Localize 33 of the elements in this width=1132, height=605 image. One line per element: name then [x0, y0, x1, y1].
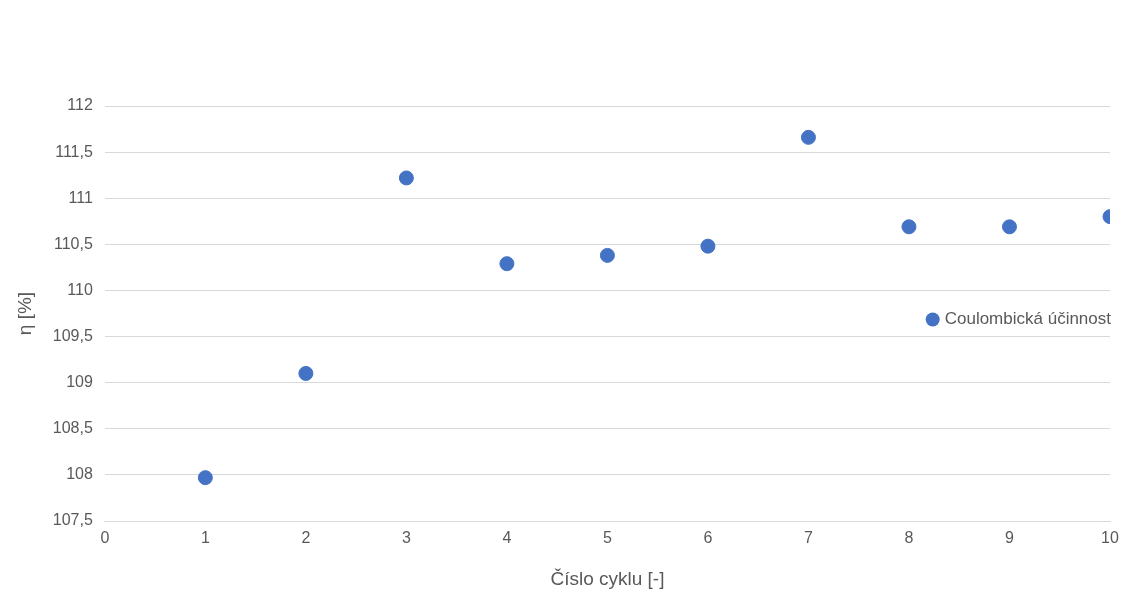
y-tick-label: 109 [66, 373, 93, 391]
point [700, 238, 716, 254]
x-tick-label: 3 [401, 529, 411, 547]
point [599, 247, 615, 263]
x-axis-title: Číslo cyklu [-] [550, 567, 665, 589]
point [901, 219, 917, 235]
x-tick-label: 9 [1005, 529, 1015, 547]
point [398, 170, 414, 186]
y-axis-title: η [%] [13, 291, 35, 336]
x-tick-label: 4 [502, 529, 512, 547]
point [197, 470, 213, 486]
point [800, 129, 816, 145]
point [298, 365, 314, 381]
y-tick-label: 112 [67, 96, 93, 114]
x-tick-label: 2 [301, 529, 311, 547]
point [499, 256, 515, 272]
y-tick-label: 111 [68, 188, 93, 206]
x-tick-label: 7 [804, 529, 813, 547]
x-tick-label: 0 [100, 529, 110, 547]
point [1001, 219, 1017, 235]
x-tick-label: 1 [200, 529, 210, 547]
x-tick-label: 6 [703, 529, 713, 547]
y-tick-label: 107,5 [52, 511, 93, 529]
y-tick-label: 108,5 [52, 419, 93, 437]
x-tick-label: 10 [1101, 529, 1119, 547]
y-tick-label: 108 [66, 465, 93, 483]
legend-label: Coulombická účinnost [944, 309, 1112, 329]
x-tick-label: 5 [602, 529, 612, 547]
x-tick-label: 8 [904, 529, 914, 547]
y-tick-label: 109,5 [52, 326, 93, 344]
y-tick-label: 111,5 [55, 142, 93, 160]
y-tick-label: 110,5 [53, 234, 93, 252]
y-tick-label: 110 [67, 280, 93, 298]
